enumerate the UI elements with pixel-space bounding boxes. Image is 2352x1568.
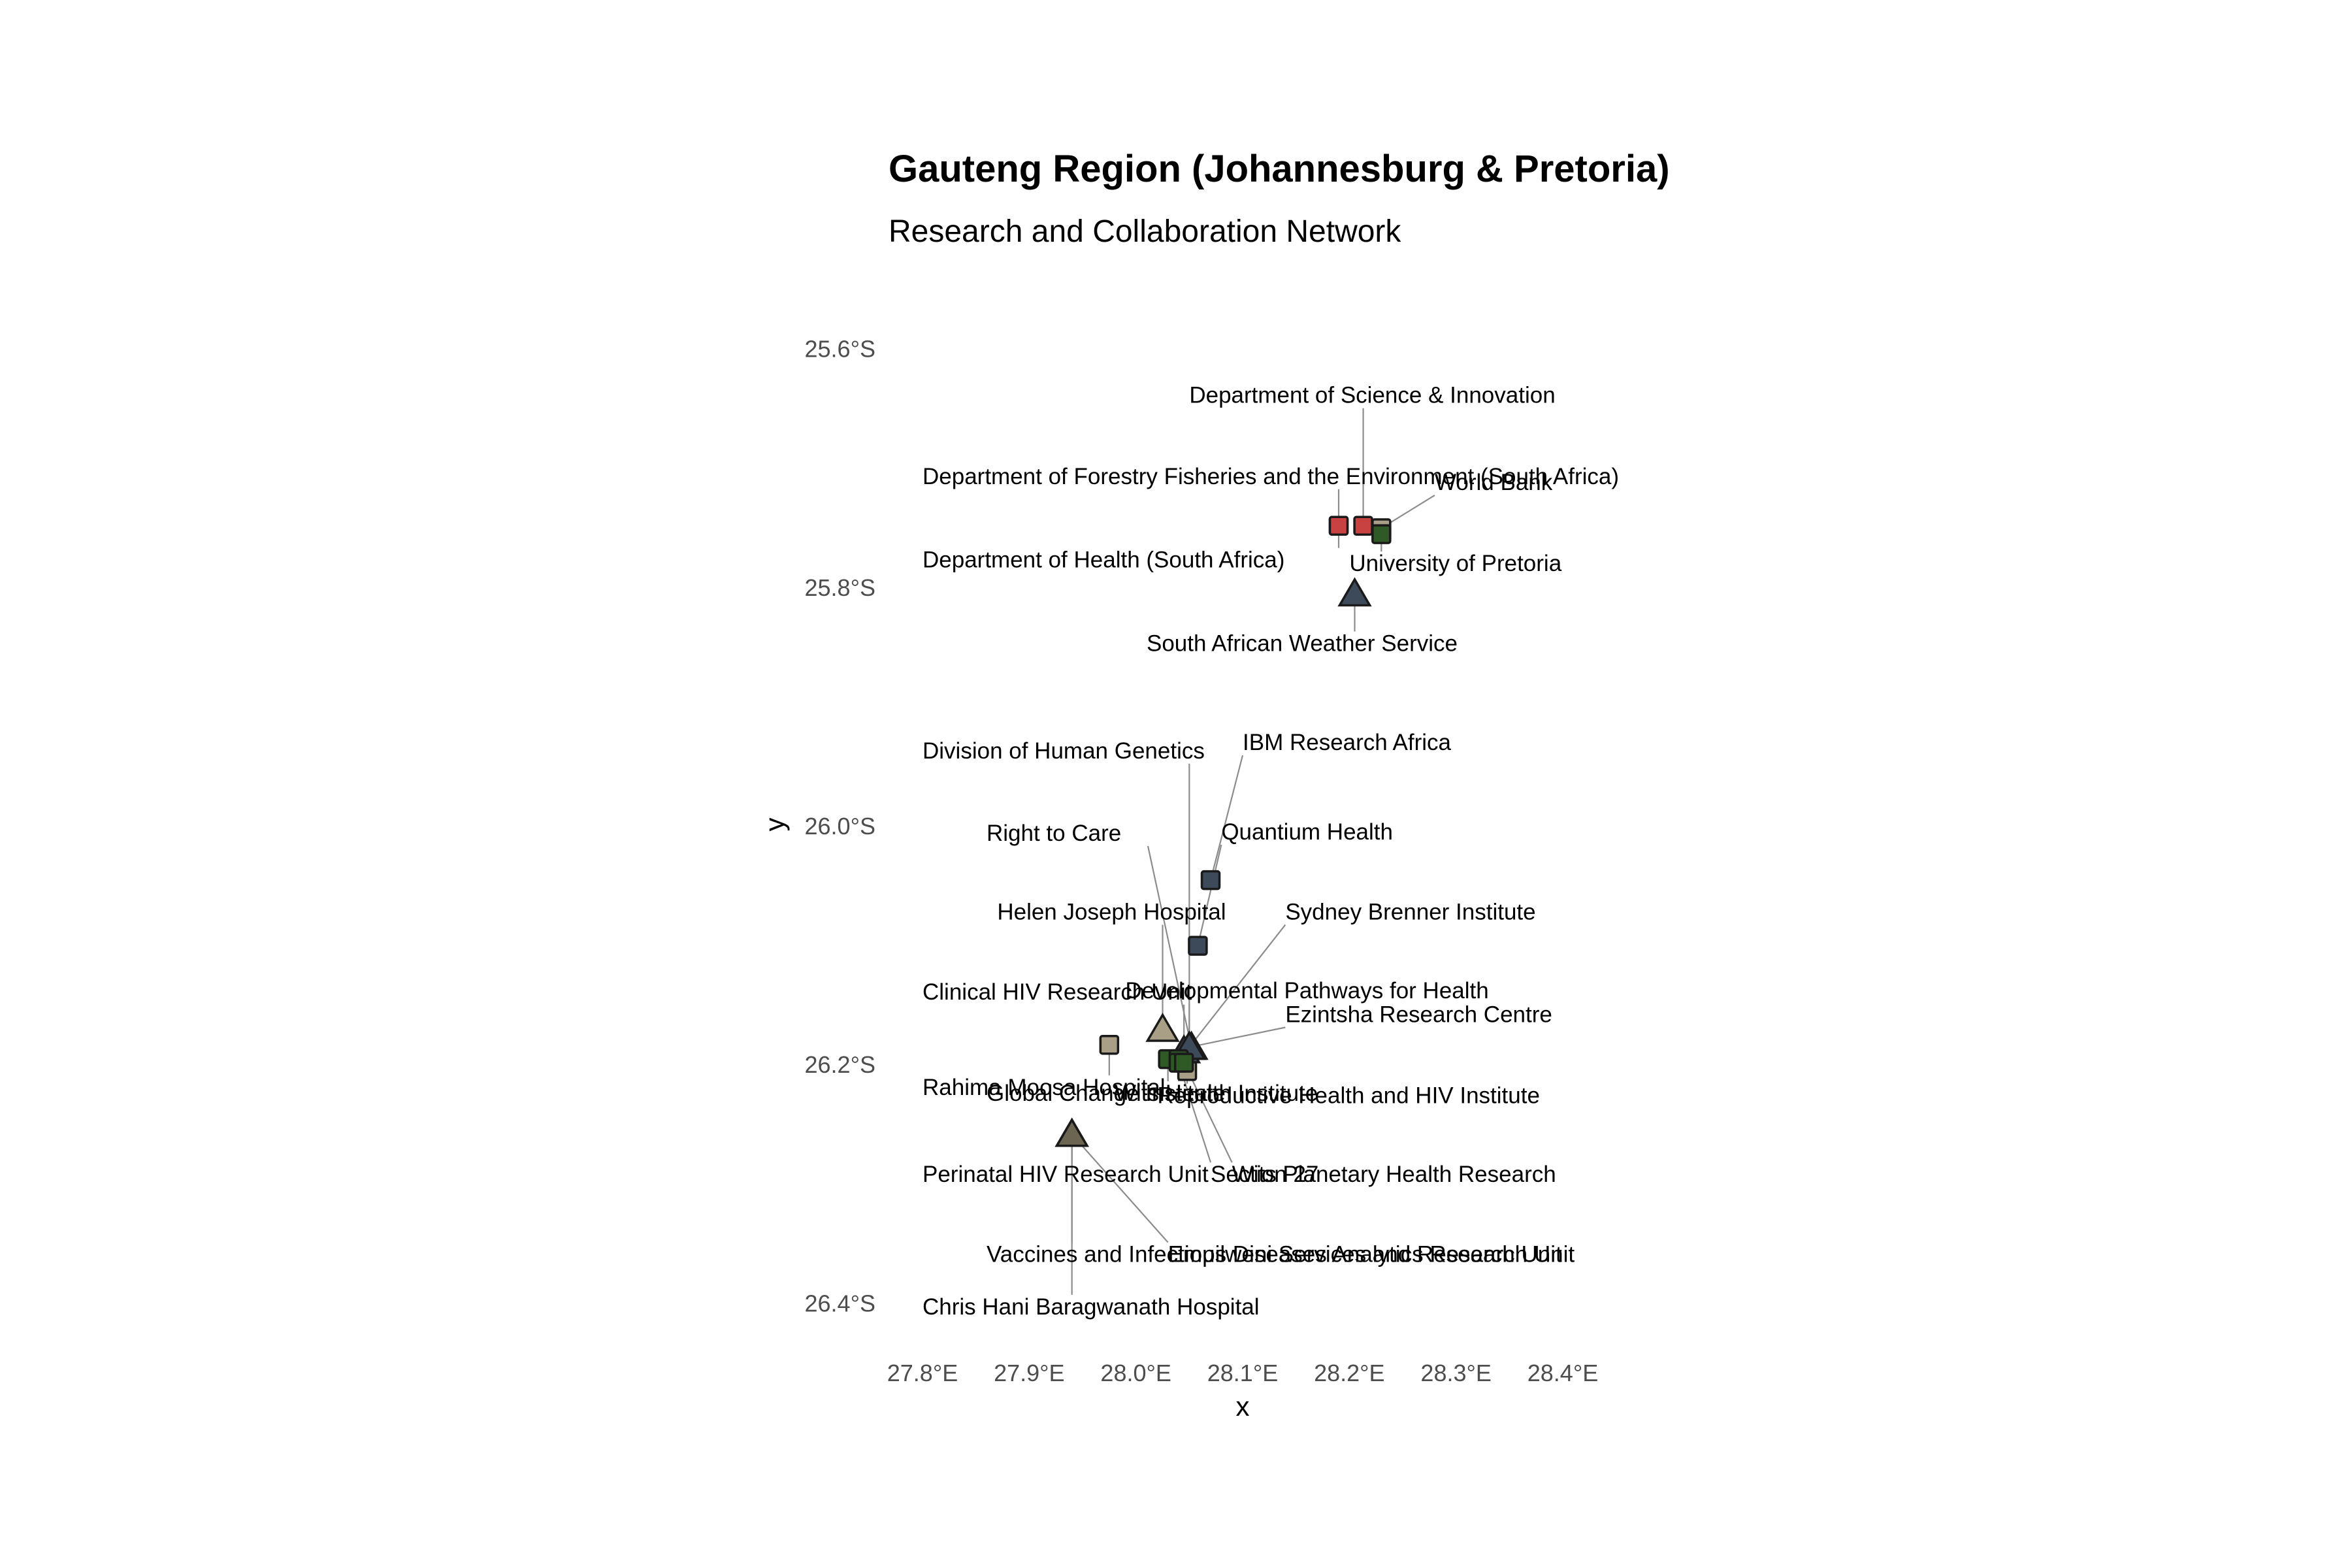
point-label: Chris Hani Baragwanath Hospital: [923, 1294, 1260, 1320]
point-label: Clinical HIV Research Unit: [923, 979, 1192, 1005]
y-tick-label: 26.0°S: [805, 813, 875, 840]
point-marker-square: [1099, 1034, 1120, 1055]
point-label: Department of Health (South Africa): [923, 547, 1284, 573]
x-tick-label: 28.0°E: [1100, 1360, 1171, 1386]
leader-line: [1197, 844, 1222, 946]
point-label: Department of Forestry Fisheries and the…: [923, 464, 1619, 489]
point-marker-square: [1188, 936, 1208, 956]
x-axis-ticks: 27.8°E 27.9°E 28.0°E 28.1°E 28.2°E 28.3°E 28.4…: [887, 1360, 1598, 1386]
chart-subtitle: Research and Collaboration Network: [889, 214, 1401, 249]
y-axis-title: y: [759, 818, 790, 832]
point-labels: Department of Forestry Fisheries and the…: [923, 383, 1619, 1320]
x-axis-title: x: [1236, 1391, 1250, 1422]
point-marker-square: [1328, 515, 1349, 536]
x-tick-label: 27.8°E: [887, 1360, 958, 1386]
y-tick-label: 26.2°S: [805, 1051, 875, 1078]
point-marker-square: [1371, 524, 1392, 544]
point-label: Perinatal HIV Research Unit: [923, 1162, 1209, 1187]
x-tick-label: 28.2°E: [1314, 1360, 1384, 1386]
point-label: Department of Science & Innovation: [1189, 383, 1555, 408]
y-tick-label: 25.6°S: [805, 336, 875, 363]
point-label: Right to Care: [987, 821, 1121, 846]
point-label: Wits Planetary Health Research: [1232, 1162, 1556, 1187]
leader-line: [1147, 845, 1192, 1048]
point-label: IBM Research Africa: [1243, 730, 1452, 755]
point-marker-triangle: [1145, 1012, 1180, 1042]
point-label: Developmental Pathways for Health: [1125, 978, 1488, 1004]
point-marker-square: [1200, 870, 1221, 890]
x-tick-label: 28.1°E: [1207, 1360, 1278, 1386]
leader-line: [1189, 1026, 1286, 1048]
point-label: Division of Human Genetics: [923, 738, 1205, 764]
point-label: Wits Health Institute: [1115, 1081, 1318, 1106]
point-label: Reproductive Health and HIV Institute: [1157, 1083, 1540, 1109]
chart-title: Gauteng Region (Johannesburg & Pretoria): [889, 148, 1670, 190]
point-markers: [1054, 515, 1392, 1147]
point-marker-square: [1353, 515, 1373, 536]
point-label: Sydney Brenner Institute: [1285, 899, 1535, 924]
leader-line: [1209, 755, 1244, 881]
point-label: Ezintsha Research Centre: [1285, 1002, 1552, 1027]
point-label: Section 27: [1211, 1162, 1318, 1187]
x-tick-label: 27.9°E: [994, 1360, 1064, 1386]
y-tick-label: 26.4°S: [805, 1290, 875, 1316]
point-label: Vaccines and Infectious Diseases Analyti…: [987, 1242, 1575, 1267]
point-marker-triangle: [1054, 1117, 1089, 1147]
point-label: Empilweni Services and Research Unit: [1168, 1242, 1562, 1267]
point-label: Global Change Institute: [987, 1081, 1226, 1106]
point-label: Quantium Health: [1221, 819, 1393, 845]
y-axis-ticks: 25.6°S 25.8°S 26.0°S 26.2°S 26.4°S: [805, 336, 875, 1317]
point-marker-triangle: [1337, 577, 1372, 607]
x-tick-label: 28.4°E: [1527, 1360, 1598, 1386]
leader-line: [1071, 1134, 1169, 1243]
point-label: Rahima Moosa Hospital: [923, 1075, 1166, 1100]
leader-line: [1188, 924, 1286, 1048]
point-label: South African Weather Service: [1147, 631, 1458, 657]
x-tick-label: 28.3°E: [1420, 1360, 1491, 1386]
point-marker-square: [1173, 1053, 1194, 1073]
point-label: University of Pretoria: [1349, 551, 1561, 576]
y-tick-label: 25.8°S: [805, 574, 875, 601]
point-label: World Bank: [1435, 470, 1553, 495]
point-label: Helen Joseph Hospital: [997, 899, 1226, 924]
